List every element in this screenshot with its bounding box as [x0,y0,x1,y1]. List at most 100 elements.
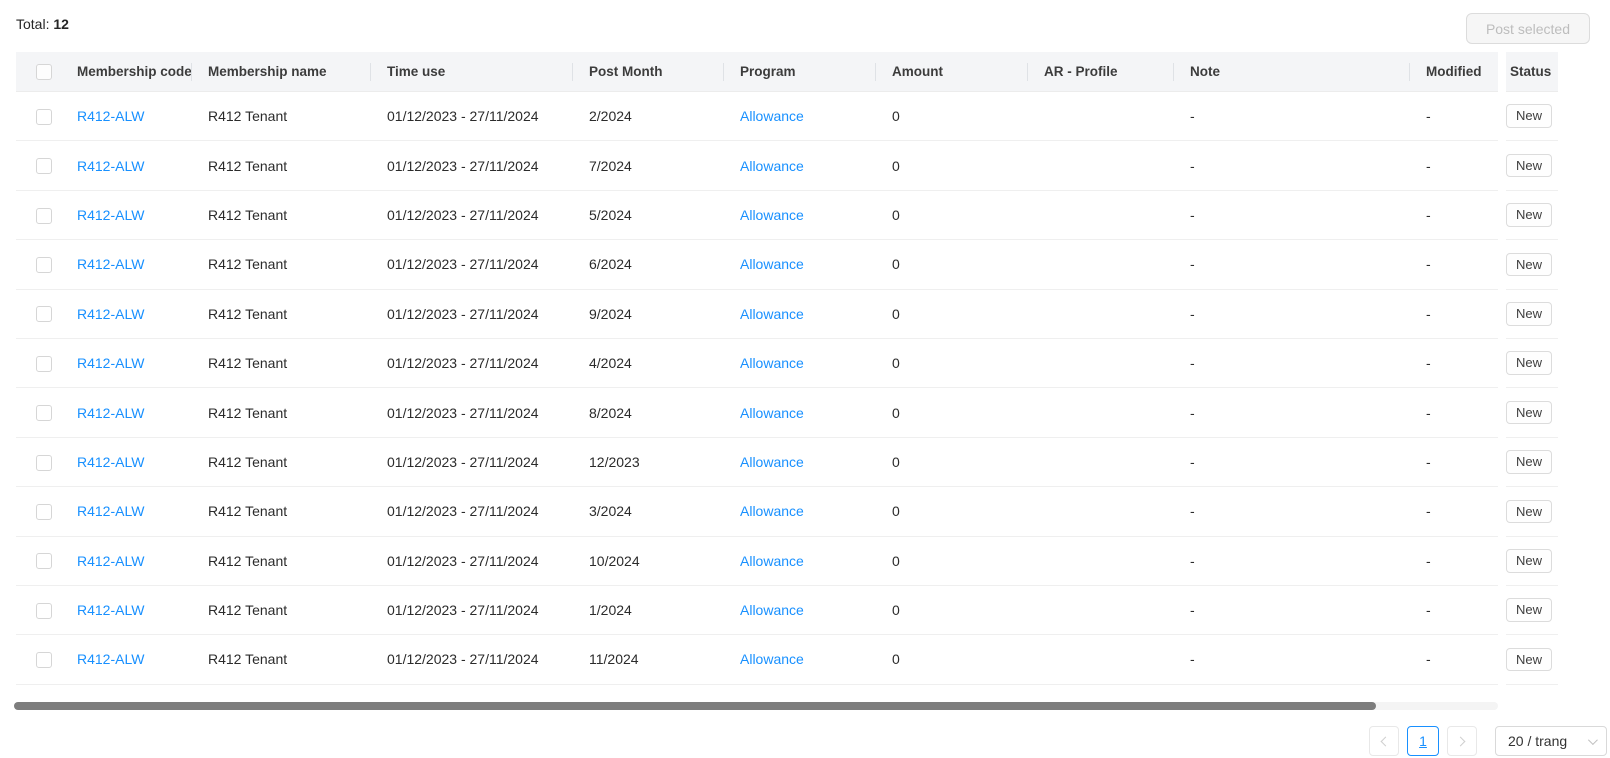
program-link[interactable]: Allowance [740,206,804,223]
membership-code-link[interactable]: R412-ALW [77,404,145,421]
cell-ar-profile [1028,536,1174,586]
membership-code-link[interactable]: R412-ALW [77,157,145,174]
row-checkbox[interactable] [36,108,52,125]
cell-status: New [1506,487,1558,537]
cell-post-month: 4/2024 [573,338,724,389]
membership-code-link[interactable]: R412-ALW [77,355,145,372]
horizontal-scrollbar-track[interactable] [14,702,1498,710]
row-checkbox[interactable] [36,503,52,520]
program-link[interactable]: Allowance [740,602,804,619]
cell-membership-code: R412-ALW [61,92,192,142]
membership-code-link[interactable]: R412-ALW [77,256,145,273]
membership-code-link[interactable]: R412-ALW [77,602,145,619]
cell-post-month: 11/2024 [573,635,724,685]
previous-page-button[interactable] [1369,726,1399,756]
table-scroll-area: Membership code Membership name Time use Po… [16,52,1498,685]
cell-membership-code: R412-ALW [61,190,192,241]
cell-membership-name: R412 Tenant [192,388,371,438]
membership-code-link[interactable]: R412-ALW [77,305,145,322]
row-checkbox[interactable] [36,553,52,570]
cell-time-use: 01/12/2023 - 27/11/2024 [371,92,573,142]
next-page-button[interactable] [1447,726,1477,756]
cell-program: Allowance [724,190,876,241]
row-checkbox[interactable] [36,405,52,422]
membership-table: Membership code Membership name Time use Po… [16,52,1558,685]
column-header-membership-code: Membership code [61,52,192,92]
cell-membership-code: R412-ALW [61,240,192,290]
cell-post-month: 7/2024 [573,141,724,191]
row-checkbox[interactable] [36,158,52,175]
column-header-note: Note [1174,52,1410,92]
cell-status: New [1506,537,1558,586]
row-checkbox[interactable] [36,602,52,619]
cell-ar-profile [1028,437,1174,488]
cell-membership-name: R412 Tenant [192,190,371,241]
membership-code-link[interactable]: R412-ALW [77,206,145,223]
table-row: R412-ALW R412 Tenant 01/12/2023 - 27/11/… [16,536,1498,586]
table-row: R412-ALW R412 Tenant 01/12/2023 - 27/11/… [16,141,1498,191]
cell-time-use: 01/12/2023 - 27/11/2024 [371,437,573,488]
cell-modified: - [1410,635,1498,685]
row-checkbox[interactable] [36,355,52,372]
cell-modified: - [1410,141,1498,191]
cell-time-use: 01/12/2023 - 27/11/2024 [371,338,573,389]
cell-modified: - [1410,92,1498,142]
cell-status: New [1506,92,1558,142]
program-link[interactable]: Allowance [740,157,804,174]
cell-ar-profile [1028,635,1174,685]
cell-status: New [1506,388,1558,438]
program-link[interactable]: Allowance [740,503,804,520]
cell-membership-code: R412-ALW [61,437,192,488]
program-link[interactable]: Allowance [740,355,804,372]
cell-note: - [1174,338,1410,389]
row-select-cell [16,338,61,389]
cell-program: Allowance [724,437,876,488]
cell-amount: 0 [876,289,1028,339]
cell-time-use: 01/12/2023 - 27/11/2024 [371,388,573,438]
cell-amount: 0 [876,240,1028,290]
program-link[interactable]: Allowance [740,305,804,322]
page-size-select[interactable]: 20 / trang [1495,726,1607,756]
row-select-cell [16,635,61,685]
membership-code-link[interactable]: R412-ALW [77,453,145,470]
column-header-membership-name: Membership name [192,52,371,92]
row-select-cell [16,585,61,636]
cell-program: Allowance [724,141,876,191]
program-link[interactable]: Allowance [740,651,804,668]
cell-post-month: 1/2024 [573,585,724,636]
cell-modified: - [1410,240,1498,290]
cell-modified: - [1410,437,1498,488]
cell-time-use: 01/12/2023 - 27/11/2024 [371,536,573,586]
membership-code-link[interactable]: R412-ALW [77,503,145,520]
program-link[interactable]: Allowance [740,404,804,421]
program-link[interactable]: Allowance [740,108,804,125]
row-checkbox[interactable] [36,652,52,669]
row-checkbox[interactable] [36,207,52,224]
membership-code-link[interactable]: R412-ALW [77,651,145,668]
program-link[interactable]: Allowance [740,256,804,273]
cell-program: Allowance [724,585,876,636]
cell-membership-code: R412-ALW [61,141,192,191]
cell-program: Allowance [724,536,876,586]
membership-code-link[interactable]: R412-ALW [77,108,145,125]
cell-ar-profile [1028,487,1174,537]
row-checkbox[interactable] [36,306,52,323]
program-link[interactable]: Allowance [740,453,804,470]
cell-modified: - [1410,388,1498,438]
cell-note: - [1174,240,1410,290]
cell-ar-profile [1028,92,1174,142]
row-checkbox[interactable] [36,257,52,274]
program-link[interactable]: Allowance [740,552,804,569]
row-select-cell [16,141,61,191]
horizontal-scrollbar-thumb[interactable] [14,702,1376,710]
cell-post-month: 6/2024 [573,240,724,290]
cell-membership-name: R412 Tenant [192,536,371,586]
row-checkbox[interactable] [36,454,52,471]
membership-code-link[interactable]: R412-ALW [77,552,145,569]
page-1-button[interactable]: 1 [1407,726,1439,756]
cell-amount: 0 [876,338,1028,389]
table-row: R412-ALW R412 Tenant 01/12/2023 - 27/11/… [16,240,1498,290]
select-all-checkbox[interactable] [36,63,52,80]
post-selected-button[interactable]: Post selected [1465,13,1590,44]
